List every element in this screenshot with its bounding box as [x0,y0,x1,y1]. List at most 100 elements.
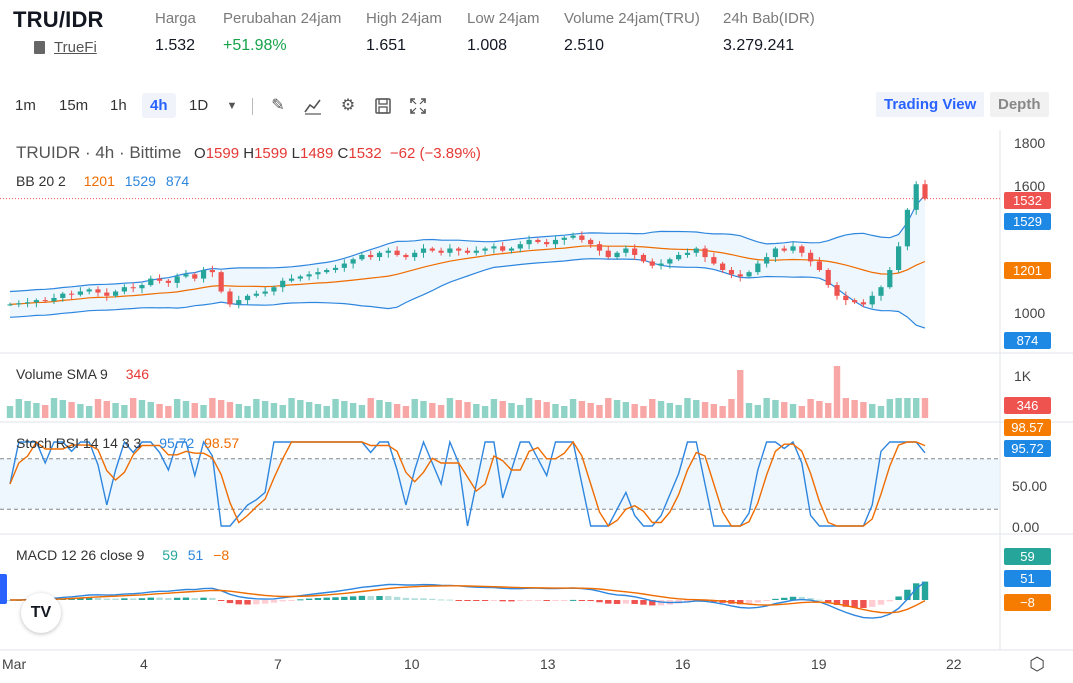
volume-bar [367,398,374,418]
volume-bar [649,399,656,418]
candle-body [808,252,814,262]
candle-body [816,261,823,270]
volume-tick-1k: 1K [1014,368,1032,384]
candle-body [306,274,312,277]
candle-body [130,287,136,289]
candle-body [544,242,550,245]
macd-hist-bar [886,600,894,602]
macd-hist-bar [473,600,480,601]
stoch-d-line [9,440,926,527]
scroll-handle[interactable] [0,574,7,604]
tf-4h[interactable]: 4h [142,93,176,118]
macd-hist-bar [781,597,788,600]
price-tick-1800: 1800 [1014,135,1046,151]
candle-body [588,239,594,245]
macd-hist-bar [754,600,762,603]
tf-1h[interactable]: 1h [110,97,127,114]
candle-body [51,297,57,302]
volume-bar [402,406,410,418]
trading-view-button[interactable]: Trading View [876,92,985,117]
candle-body [508,248,515,251]
macd-hist-bar [737,600,744,605]
candle-body [684,252,691,255]
price-tick-1000: 1000 [1014,305,1046,321]
chevron-down-icon[interactable]: ▼ [226,100,238,112]
volume-bar [121,405,128,418]
time-tick-22: 22 [946,656,962,672]
macd-hist-bar [842,600,850,607]
volume-bar [244,406,251,418]
volume-bar [209,398,216,418]
macd-hist-bar [367,596,374,600]
candle-body [359,254,365,260]
volume-bar [869,404,876,418]
volume-bar [561,406,568,418]
candle-body [790,246,796,251]
hexagon-settings-icon[interactable]: ⬡ [1029,654,1045,674]
volume-bar [156,404,163,418]
volume-bar [358,405,366,418]
macd-hist-bar [121,598,128,600]
chart-area[interactable]: TRUIDR · 4h · Bittime O1599 H1599 L1489 … [0,130,1073,683]
depth-button[interactable]: Depth [990,92,1049,117]
candle-body [403,254,409,258]
indicator-icon[interactable] [303,96,323,116]
project-link[interactable]: TrueFi [54,39,97,56]
volume-bar [789,404,797,418]
candle-body [174,276,180,283]
volume-bar [288,398,295,418]
volume-bar [825,403,832,418]
macd-hist-bar [499,600,506,602]
volume-bar [349,403,357,418]
macd-hist-bar [270,600,278,603]
gear-icon[interactable]: ⚙ [340,97,356,114]
macd-hist-bar [877,600,885,605]
macd-hist-bar [279,600,286,602]
time-tick-mar: Mar [2,656,27,672]
fullscreen-icon[interactable] [408,96,428,116]
tf-1d[interactable]: 1D [189,97,209,114]
stoch-tick-0: 0.00 [1012,519,1040,535]
stoch-k-line [9,439,926,527]
candle-body [535,239,541,243]
macd-hist-bar [314,598,322,600]
candle-body [711,257,717,264]
candle-body [623,248,629,253]
volume-bar [631,404,638,418]
chart-canvas[interactable] [0,130,1073,683]
macd-hist-bar [376,595,383,600]
stat-high: High 24jam 1.651 [366,10,442,54]
candle-body [896,246,902,270]
macd-hist-bar [200,597,207,600]
tf-1m[interactable]: 1m [15,97,36,114]
tf-15m[interactable]: 15m [59,97,89,114]
candle-body [728,270,735,275]
volume-bar [578,401,586,418]
macd-hist-bar [851,600,858,608]
macd-hist-bar [534,600,542,601]
volume-bar [886,399,894,418]
bb-basis-line [9,245,926,305]
volume-bar [613,400,621,418]
candle-body [482,248,488,251]
time-tick-10: 10 [404,656,420,672]
draw-pencil-icon[interactable]: ✎ [271,97,285,114]
candle-body [192,274,198,279]
macd-hist-bar [253,600,260,605]
candle-body [77,291,83,295]
candle-body [852,300,858,303]
candle-body [922,184,928,199]
save-icon[interactable] [373,96,393,116]
tradingview-logo[interactable]: TV [21,593,61,633]
volume-bar [235,404,242,418]
macd-hist-bar [772,598,779,600]
ticker-header: TRU/IDR TrueFi Harga 1.532 Perubahan 24ja… [0,0,1073,74]
volume-bar [270,403,278,418]
macd-signal-tag: −8 [1004,594,1051,611]
volume-bar [323,406,330,418]
candle-body [183,274,189,277]
volume-bar [411,399,418,418]
volume-bar [24,401,31,418]
volume-bar [41,405,49,418]
macd-hist-bar [94,597,102,600]
